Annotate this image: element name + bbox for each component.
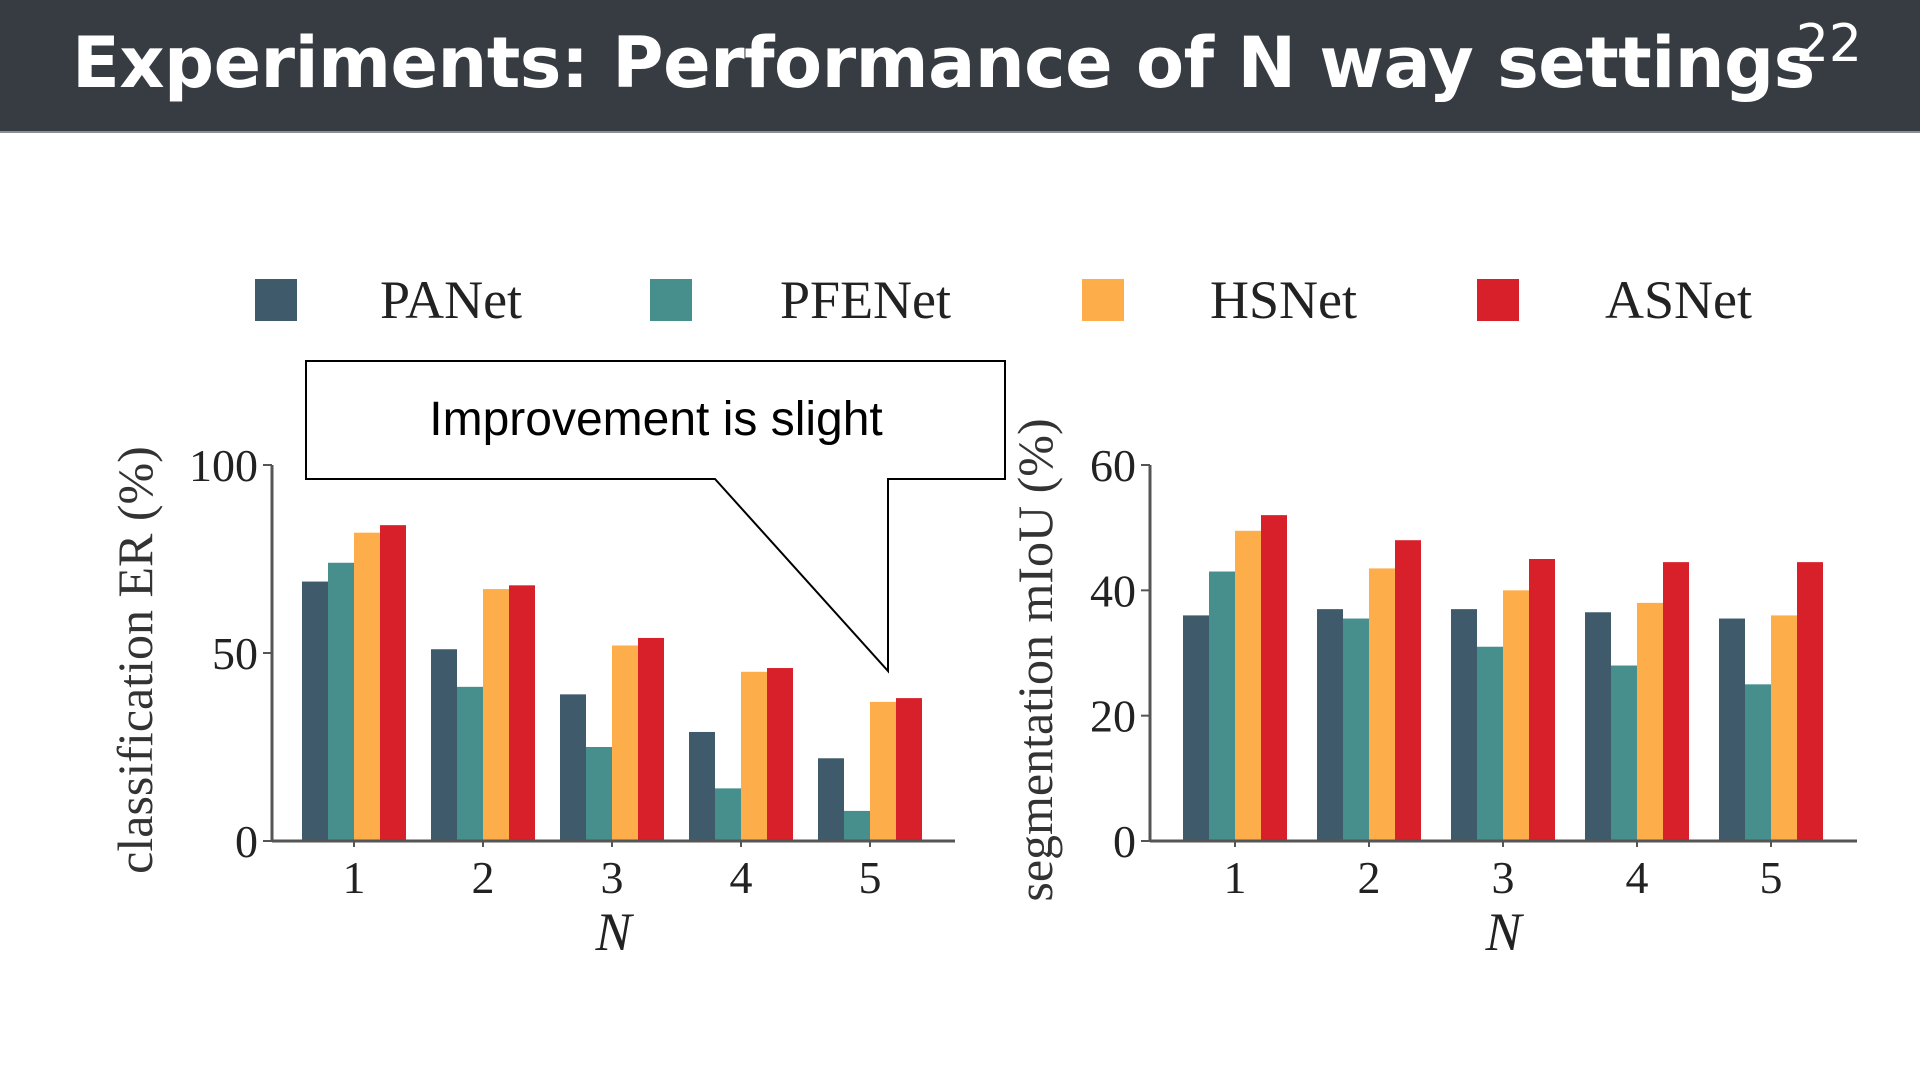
x-tick-label-miou-1: 1	[1224, 852, 1247, 903]
callout-bubble	[305, 360, 1006, 674]
bar-miou-panet-n2	[1317, 609, 1343, 841]
bar-miou-hsnet-n1	[1235, 530, 1261, 841]
bar-miou-hsnet-n4	[1637, 602, 1663, 841]
bar-er-asnet-n4	[767, 668, 793, 841]
bar-er-panet-n2	[431, 649, 457, 841]
bar-er-pfenet-n2	[457, 686, 483, 841]
bar-er-asnet-n5	[896, 698, 922, 841]
page-number: 22	[1795, 14, 1862, 74]
bar-miou-pfenet-n4	[1611, 665, 1637, 841]
bar-er-pfenet-n3	[586, 747, 612, 841]
bar-miou-asnet-n3	[1529, 559, 1555, 841]
bar-miou-hsnet-n3	[1503, 590, 1529, 841]
legend: PANet PFENet HSNet ASNet	[255, 270, 1752, 330]
slide-title: Experiments: Performance of N way settin…	[72, 22, 1815, 104]
bar-er-asnet-n3	[638, 637, 664, 841]
bar-miou-hsnet-n5	[1771, 615, 1797, 841]
x-tick-label-er-1: 1	[343, 852, 366, 903]
bar-er-pfenet-n1	[328, 562, 354, 841]
bar-miou-asnet-n1	[1261, 515, 1287, 841]
bar-miou-hsnet-n2	[1369, 568, 1395, 841]
bar-miou-pfenet-n5	[1745, 684, 1771, 841]
bar-miou-pfenet-n1	[1209, 571, 1235, 841]
bar-miou-panet-n4	[1585, 612, 1611, 841]
y-tick-label-er-100: 100	[189, 440, 258, 491]
bar-miou-asnet-n4	[1663, 562, 1689, 841]
y-tick-label-er-50: 50	[212, 628, 258, 679]
x-tick-label-miou-2: 2	[1358, 852, 1381, 903]
bar-er-hsnet-n4	[741, 671, 767, 841]
bar-er-hsnet-n1	[354, 532, 380, 841]
x-tick-label-miou-4: 4	[1626, 852, 1649, 903]
legend-swatch-pfenet	[650, 279, 692, 321]
legend-swatch-panet	[255, 279, 297, 321]
legend-label-pfenet: PFENet	[780, 270, 951, 330]
legend-swatch-hsnet	[1082, 279, 1124, 321]
bar-er-hsnet-n2	[483, 589, 509, 841]
x-axis-label-miou: N	[1484, 902, 1524, 962]
x-tick-label-er-3: 3	[601, 852, 624, 903]
x-tick-label-er-4: 4	[730, 852, 753, 903]
bar-miou-asnet-n2	[1395, 540, 1421, 841]
legend-label-panet: PANet	[380, 270, 522, 330]
bar-er-panet-n4	[689, 731, 715, 841]
x-tick-label-er-2: 2	[472, 852, 495, 903]
legend-label-asnet: ASNet	[1605, 270, 1752, 330]
x-axis-label-er: N	[594, 902, 634, 962]
title-bar: Experiments: Performance of N way settin…	[0, 0, 1920, 133]
callout-text: Improvement is slight	[429, 393, 883, 446]
x-tick-label-miou-3: 3	[1492, 852, 1515, 903]
bar-miou-pfenet-n3	[1477, 646, 1503, 841]
y-tick-label-miou-40: 40	[1090, 565, 1136, 616]
legend-swatch-asnet	[1477, 279, 1519, 321]
bar-er-hsnet-n3	[612, 645, 638, 841]
bar-er-pfenet-n4	[715, 788, 741, 841]
bar-er-panet-n5	[818, 758, 844, 841]
bar-miou-panet-n5	[1719, 618, 1745, 841]
bar-er-pfenet-n5	[844, 810, 870, 841]
y-tick-label-miou-20: 20	[1090, 691, 1136, 742]
x-tick-label-er-5: 5	[859, 852, 882, 903]
bar-miou-panet-n3	[1451, 609, 1477, 841]
bar-er-asnet-n1	[380, 525, 406, 841]
bar-er-asnet-n2	[509, 585, 535, 841]
legend-label-hsnet: HSNet	[1210, 270, 1357, 330]
y-tick-label-miou-60: 60	[1090, 440, 1136, 491]
bar-miou-asnet-n5	[1797, 562, 1823, 841]
bar-miou-panet-n1	[1183, 615, 1209, 841]
x-tick-label-miou-5: 5	[1760, 852, 1783, 903]
y-axis-label-miou: segmentation mIoU (%)	[1007, 418, 1063, 901]
y-axis-label-er: classification ER (%)	[107, 446, 163, 874]
y-tick-label-er-0: 0	[235, 816, 258, 867]
bar-miou-pfenet-n2	[1343, 618, 1369, 841]
y-tick-label-miou-0: 0	[1113, 816, 1136, 867]
bar-er-panet-n1	[302, 581, 328, 841]
bar-er-panet-n3	[560, 694, 586, 841]
callout-shape	[305, 360, 1006, 674]
bar-er-hsnet-n5	[870, 701, 896, 841]
